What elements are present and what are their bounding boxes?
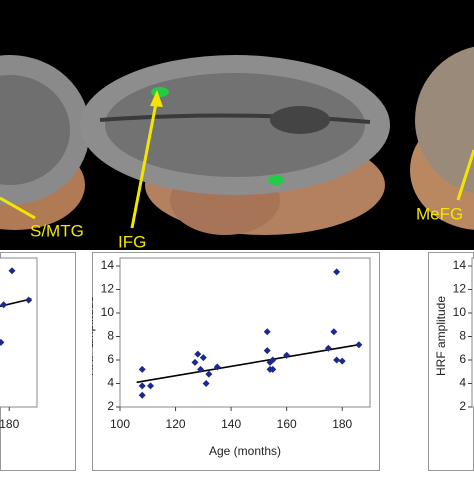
y-tick-label: 6 <box>107 352 114 366</box>
x-tick-label: 140 <box>221 417 241 431</box>
y-tick-label: 12 <box>453 282 467 296</box>
x-tick-label: 100 <box>110 417 130 431</box>
y-tick-label: 12 <box>101 282 115 296</box>
x-tick-label: 120 <box>166 417 186 431</box>
chart-panel: 180 <box>0 253 76 471</box>
y-tick-label: 4 <box>107 376 114 390</box>
y-tick-label: 8 <box>459 329 466 343</box>
x-tick-label: 160 <box>277 417 297 431</box>
y-tick-label: 4 <box>459 376 466 390</box>
y-tick-label: 14 <box>101 258 115 272</box>
x-tick-label: 180 <box>0 417 20 431</box>
y-tick-label: 14 <box>453 258 467 272</box>
y-tick-label: 6 <box>459 352 466 366</box>
region-label: S/MTG <box>30 221 84 240</box>
region-label: MeFG <box>416 204 463 223</box>
x-axis-label: Age (months) <box>209 444 281 458</box>
plot-frame <box>0 258 37 407</box>
y-tick-label: 10 <box>101 305 115 319</box>
y-tick-label: 10 <box>453 305 467 319</box>
y-tick-label: 8 <box>107 329 114 343</box>
chart-panel: 2 4 6 8 10 12 14 HRF amplitude <box>429 253 474 471</box>
region-label: IFG <box>118 232 146 251</box>
y-axis-label: HRF amplitude <box>434 296 448 376</box>
x-tick-label: 180 <box>332 417 352 431</box>
y-tick-label: 2 <box>107 399 114 413</box>
y-tick-label: 2 <box>459 399 466 413</box>
